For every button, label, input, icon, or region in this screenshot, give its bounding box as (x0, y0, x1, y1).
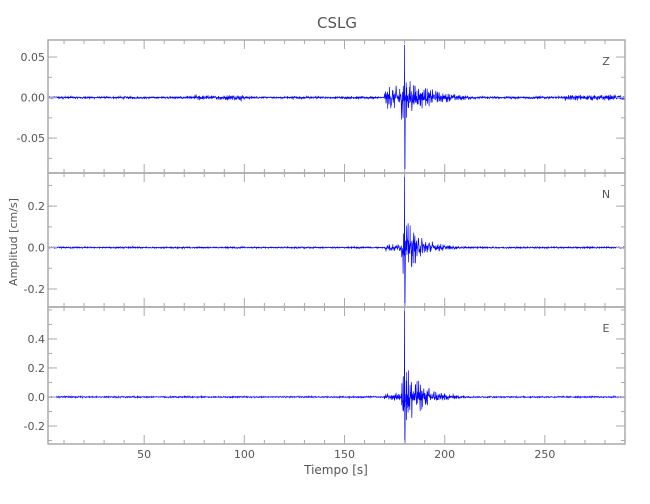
component-label: Z (602, 55, 610, 68)
y-tick-label: 0.2 (28, 200, 46, 213)
panel-Z: -0.05 0.00 0.05 Z (17, 39, 626, 174)
y-tick-label: 0.4 (28, 333, 46, 346)
y-tick-label: -0.2 (24, 283, 45, 296)
y-axis-label: Amplitud [cm/s] (7, 198, 20, 286)
x-axis-label: Tiempo [s] (303, 463, 368, 477)
panel-frame (47, 172, 626, 308)
panel-N: -0.2 0.0 0.2 N (24, 172, 626, 308)
panel-frame (47, 39, 626, 174)
x-tick-label: 250 (534, 448, 555, 461)
x-tick-label: 100 (234, 448, 255, 461)
x-tick-label: 200 (434, 448, 455, 461)
panel-frame (47, 306, 626, 445)
x-tick-label: 150 (334, 448, 355, 461)
chart-title: CSLG (317, 14, 357, 32)
y-tick-label: 0.0 (28, 242, 46, 255)
component-label: N (602, 188, 610, 201)
waveform-Z (47, 44, 626, 170)
y-tick-label: 0.0 (28, 391, 46, 404)
y-tick-label: 0.2 (28, 362, 46, 375)
x-tick-label: 50 (137, 448, 151, 461)
y-tick-label: 0.00 (21, 92, 46, 105)
y-tick-label: -0.05 (17, 132, 45, 145)
y-tick-label: 0.05 (21, 51, 46, 64)
component-label: E (603, 322, 610, 335)
panel-E: -0.2 0.0 0.2 0.4 E (24, 306, 626, 445)
waveform-E (47, 306, 625, 444)
waveform-N (47, 172, 625, 306)
y-tick-label: -0.2 (24, 420, 45, 433)
